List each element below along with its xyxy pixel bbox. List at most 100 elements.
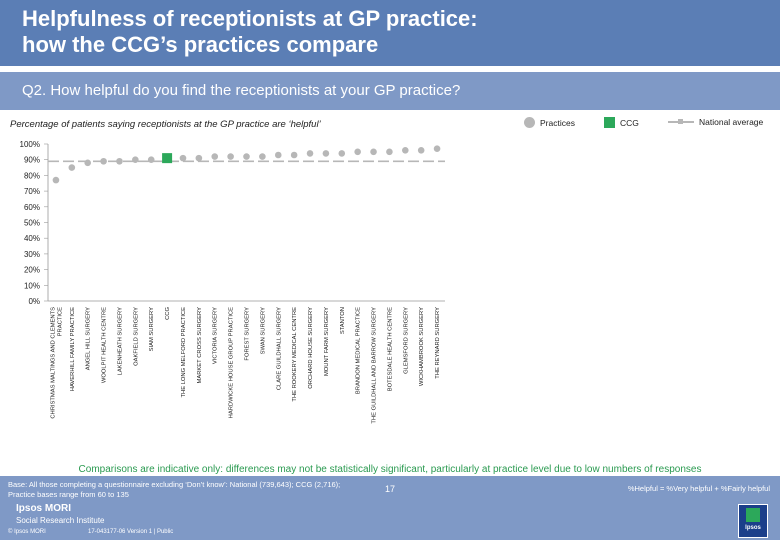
x-category-label-line: VICTORIA SURGERY bbox=[213, 307, 219, 364]
practice-marker bbox=[195, 154, 203, 162]
practice-marker bbox=[243, 153, 250, 160]
ipsos-corner-logo: Ipsos bbox=[738, 504, 768, 538]
x-category-label: CCG bbox=[165, 307, 171, 320]
question-text: Q2. How helpful do you find the receptio… bbox=[22, 82, 461, 99]
x-category-label-line: ANGEL HILL SURGERY bbox=[86, 307, 92, 370]
copyright-text: © Ipsos MORI bbox=[8, 529, 46, 535]
y-tick-label: 90% bbox=[24, 156, 40, 165]
base-line-2: Practice bases range from 60 to 135 bbox=[8, 490, 129, 499]
x-category-label-line: MARKET CROSS SURGERY bbox=[197, 307, 203, 384]
x-category-label: THE GUILDHALL AND BARROW SURGERY bbox=[372, 307, 378, 424]
legend-practices: Practices bbox=[524, 117, 575, 128]
legend-ccg: CCG bbox=[604, 117, 639, 128]
x-category-label: SIAM SURGERY bbox=[149, 307, 155, 351]
y-tick-label: 100% bbox=[20, 140, 40, 149]
x-category-label: GLEMSFORD SURGERY bbox=[403, 307, 409, 374]
base-line-1: Base: All those completing a questionnai… bbox=[8, 480, 341, 489]
x-category-label-line: OAKFIELD SURGERY bbox=[133, 307, 139, 366]
y-tick-label: 60% bbox=[24, 203, 40, 212]
x-category-label: MOUNT FARM SURGERY bbox=[324, 307, 330, 376]
page-number: 17 bbox=[385, 484, 396, 494]
x-category-label-line: MOUNT FARM SURGERY bbox=[324, 307, 330, 376]
title-line-1: Helpfulness of receptionists at GP pract… bbox=[22, 6, 478, 31]
logo-square-icon bbox=[746, 508, 760, 522]
x-category-label-line: STANTON bbox=[340, 307, 346, 334]
x-category-label: THE REYNARD SURGERY bbox=[435, 307, 441, 379]
practice-marker bbox=[402, 146, 409, 154]
practice-marker bbox=[354, 148, 361, 156]
x-category-label: VICTORIA SURGERY bbox=[213, 307, 219, 364]
x-category-label-line: BOTESDALE HEALTH CENTRE bbox=[387, 307, 393, 391]
question-bar: Q2. How helpful do you find the receptio… bbox=[0, 72, 780, 110]
x-category-label-line: LAKENHEATH SURGERY bbox=[117, 307, 123, 376]
square-marker-icon bbox=[604, 117, 615, 128]
x-category-label: BOTESDALE HEALTH CENTRE bbox=[387, 307, 393, 391]
x-category-label: CLARE GUILDHALL SURGERY bbox=[276, 307, 282, 390]
x-category-label: ORCHARD HOUSE SURGERY bbox=[308, 307, 314, 389]
x-category-label-line: HAVERHILL FAMILY PRACTICE bbox=[70, 307, 76, 391]
legend-practices-label: Practices bbox=[540, 117, 575, 128]
practice-marker bbox=[68, 164, 76, 171]
practice-marker bbox=[417, 146, 425, 154]
x-category-label-line: CLARE GUILDHALL SURGERY bbox=[276, 307, 282, 390]
x-category-label: THE ROOKERY MEDICAL CENTRE bbox=[292, 307, 298, 402]
practice-marker bbox=[52, 176, 60, 184]
x-category-label-line: SWAN SURGERY bbox=[260, 307, 266, 354]
ipsos-mori-logo: Ipsos MORI bbox=[16, 503, 72, 514]
y-tick-label: 70% bbox=[24, 187, 40, 196]
practice-marker bbox=[338, 150, 346, 157]
chart-area: 0% 10% 20% 30% 40% 50% 60% 70% 80% 90% 100% CHRISTM… bbox=[20, 140, 445, 424]
x-category-label-line: THE REYNARD SURGERY bbox=[435, 307, 441, 379]
x-category-label-line: CHRISTMAS MALTINGS AND CLEMENTS bbox=[50, 307, 56, 419]
practice-marker bbox=[274, 151, 282, 159]
x-category-label-line: GLEMSFORD SURGERY bbox=[403, 307, 409, 374]
circle-marker-icon bbox=[524, 117, 535, 128]
ccg-marker bbox=[162, 153, 173, 164]
x-category-label: OAKFIELD SURGERY bbox=[133, 307, 139, 366]
x-category-label-line: WICKHAMBROOK SURGERY bbox=[419, 307, 425, 386]
y-tick-label: 10% bbox=[24, 281, 40, 290]
x-category-label: HAVERHILL FAMILY PRACTICE bbox=[70, 307, 76, 391]
title-line-2: how the CCG’s practices compare bbox=[22, 32, 379, 57]
legend-national: National average bbox=[668, 117, 763, 127]
y-tick-label: 50% bbox=[24, 219, 40, 228]
x-category-label-line: WOOLPIT HEALTH CENTRE bbox=[102, 307, 108, 383]
legend-national-label: National average bbox=[699, 117, 764, 127]
x-category-label: MARKET CROSS SURGERY bbox=[197, 307, 203, 384]
y-tick-label: 0% bbox=[28, 297, 40, 306]
practice-marker bbox=[147, 156, 155, 163]
practice-marker bbox=[386, 148, 393, 156]
practice-marker bbox=[116, 157, 123, 165]
x-category-label-line: SIAM SURGERY bbox=[149, 307, 155, 351]
y-tick-label: 30% bbox=[24, 250, 40, 259]
helpful-definition: %Helpful = %Very helpful + %Fairly helpf… bbox=[627, 484, 770, 493]
practice-marker bbox=[100, 157, 107, 165]
chart-subtitle: Percentage of patients saying receptioni… bbox=[10, 119, 321, 130]
header-banner: Helpfulness of receptionists at GP pract… bbox=[0, 0, 780, 66]
x-category-label-line: THE ROOKERY MEDICAL CENTRE bbox=[292, 307, 298, 402]
base-note: Base: All those completing a questionnai… bbox=[8, 480, 368, 500]
x-category-label-line: FOREST SURGERY bbox=[245, 307, 251, 361]
x-category-label-line: PRACTICE bbox=[57, 307, 63, 336]
practice-marker bbox=[306, 150, 314, 157]
practice-marker bbox=[370, 148, 377, 156]
line-marker-icon bbox=[668, 119, 694, 124]
x-category-label: WOOLPIT HEALTH CENTRE bbox=[102, 307, 108, 383]
corner-logo-text: Ipsos bbox=[745, 525, 761, 531]
practice-marker bbox=[84, 159, 91, 167]
x-category-label: BRANDON MEDICAL PRACTICE bbox=[356, 307, 362, 394]
practice-marker bbox=[322, 150, 330, 157]
x-category-label: SWAN SURGERY bbox=[260, 307, 266, 354]
practice-marker bbox=[259, 153, 266, 160]
social-research-institute-logo: Social Research Institute bbox=[16, 516, 105, 525]
x-category-label-line: ORCHARD HOUSE SURGERY bbox=[308, 307, 314, 389]
y-tick-label: 80% bbox=[24, 171, 40, 180]
x-category-label: ANGEL HILL SURGERY bbox=[86, 307, 92, 370]
x-category-label-line: HARDWICKE HOUSE GROUP PRACTICE bbox=[229, 307, 235, 418]
x-category-label-line: BRANDON MEDICAL PRACTICE bbox=[356, 307, 362, 394]
footer-bar: Base: All those completing a questionnai… bbox=[0, 476, 780, 540]
x-category-label: THE LONG MELFORD PRACTICE bbox=[181, 307, 187, 398]
x-category-label: STANTON bbox=[340, 307, 346, 334]
practice-marker bbox=[132, 156, 139, 163]
practice-marker bbox=[433, 145, 441, 153]
